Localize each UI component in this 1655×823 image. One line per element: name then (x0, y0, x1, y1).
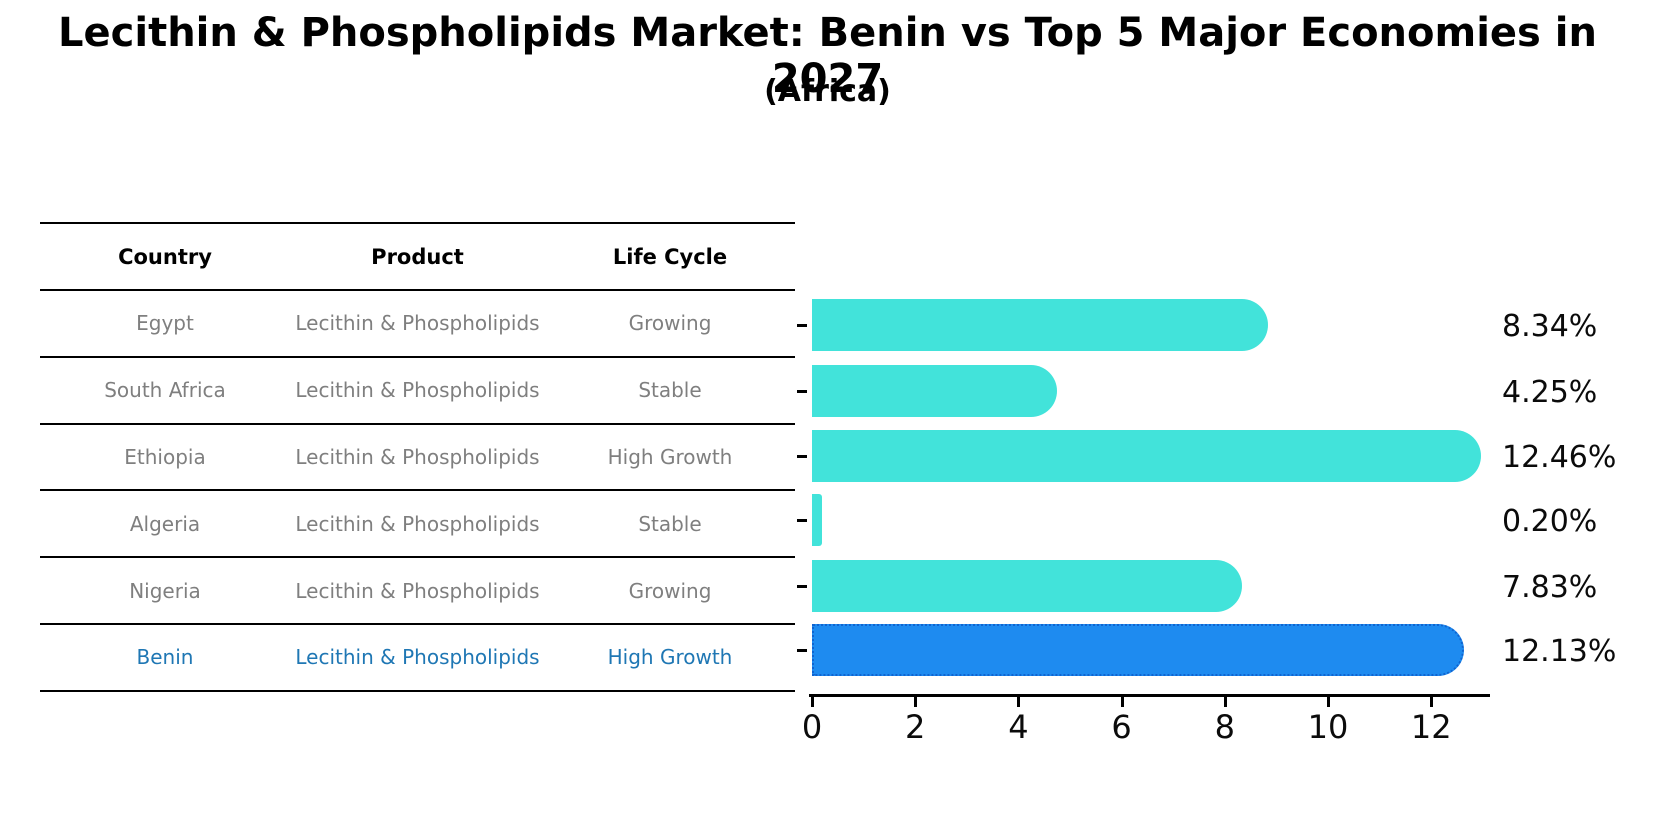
table-row: South Africa Lecithin & Phospholipids St… (40, 358, 795, 425)
cell-product: Lecithin & Phospholipids (295, 311, 540, 336)
bar-ethiopia (812, 430, 1481, 482)
bar-value-label: 4.25% (1502, 375, 1598, 410)
cell-product: Lecithin & Phospholipids (295, 578, 540, 603)
table-header-row: Country Product Life Cycle (40, 224, 795, 291)
cell-country: Egypt (136, 311, 194, 336)
x-tick-label: 6 (1111, 708, 1132, 746)
x-axis-tick (1120, 697, 1124, 707)
x-axis-tick (1017, 697, 1021, 707)
table-row: Algeria Lecithin & Phospholipids Stable (40, 491, 795, 559)
bar-value-label: 12.46% (1502, 440, 1617, 475)
cell-life-cycle: High Growth (607, 444, 733, 469)
x-tick-label: 2 (905, 708, 926, 746)
cell-product: Lecithin & Phospholipids (295, 645, 540, 670)
y-axis-tick (797, 390, 807, 393)
header-cell-product: Product (371, 244, 464, 269)
data-table: Country Product Life Cycle Egypt Lecithi… (40, 222, 795, 692)
cell-life-cycle: Growing (628, 578, 712, 603)
y-axis-tick (797, 455, 807, 458)
y-axis-tick (797, 324, 807, 327)
cell-life-cycle: Growing (628, 311, 712, 336)
x-tick-label: 0 (801, 708, 823, 746)
x-tick-label: 12 (1410, 708, 1452, 746)
header-cell-country: Country (118, 244, 212, 269)
cell-life-cycle: Stable (638, 378, 702, 403)
cell-country: South Africa (104, 378, 226, 403)
bar-nigeria (812, 560, 1243, 612)
x-tick-label: 8 (1214, 708, 1235, 746)
page-subtitle: (Africa) (764, 74, 891, 109)
cell-product: Lecithin & Phospholipids (295, 378, 540, 403)
y-axis-tick (797, 649, 807, 652)
bar-benin-highlight (812, 624, 1464, 676)
x-axis-tick (1223, 697, 1227, 707)
cell-product: Lecithin & Phospholipids (295, 511, 540, 536)
x-axis-line (809, 694, 1490, 697)
bar-value-label: 7.83% (1502, 570, 1598, 605)
table-row: Ethiopia Lecithin & Phospholipids High G… (40, 425, 795, 492)
x-axis-tick (811, 697, 814, 707)
bar-algeria (812, 494, 823, 546)
table-row: Egypt Lecithin & Phospholipids Growing (40, 291, 795, 358)
header-cell-life-cycle: Life Cycle (612, 244, 728, 269)
cell-life-cycle: High Growth (607, 645, 733, 670)
bar-value-label: 8.34% (1502, 309, 1598, 344)
y-axis-tick (797, 519, 807, 522)
cell-life-cycle: Stable (638, 511, 702, 536)
cell-product: Lecithin & Phospholipids (295, 444, 540, 469)
table-row-benin-highlight: Benin Lecithin & Phospholipids High Grow… (40, 625, 795, 692)
table-row: Nigeria Lecithin & Phospholipids Growing (40, 558, 795, 625)
bar-south-africa (812, 365, 1058, 417)
page-title: Lecithin & Phospholipids Market: Benin v… (58, 10, 1597, 102)
cell-country: Ethiopia (124, 444, 206, 469)
bar-value-label: 0.20% (1502, 504, 1598, 539)
x-tick-label: 4 (1008, 708, 1029, 746)
bar-egypt (812, 299, 1269, 351)
cell-country: Algeria (129, 511, 201, 536)
x-axis-tick (1430, 697, 1434, 707)
x-axis-tick (1327, 697, 1330, 707)
y-axis-tick (797, 585, 807, 588)
cell-country: Benin (136, 645, 194, 670)
x-tick-label: 10 (1307, 708, 1349, 746)
x-axis-tick (914, 697, 918, 707)
cell-country: Nigeria (129, 578, 201, 603)
bar-value-label: 12.13% (1502, 634, 1617, 669)
